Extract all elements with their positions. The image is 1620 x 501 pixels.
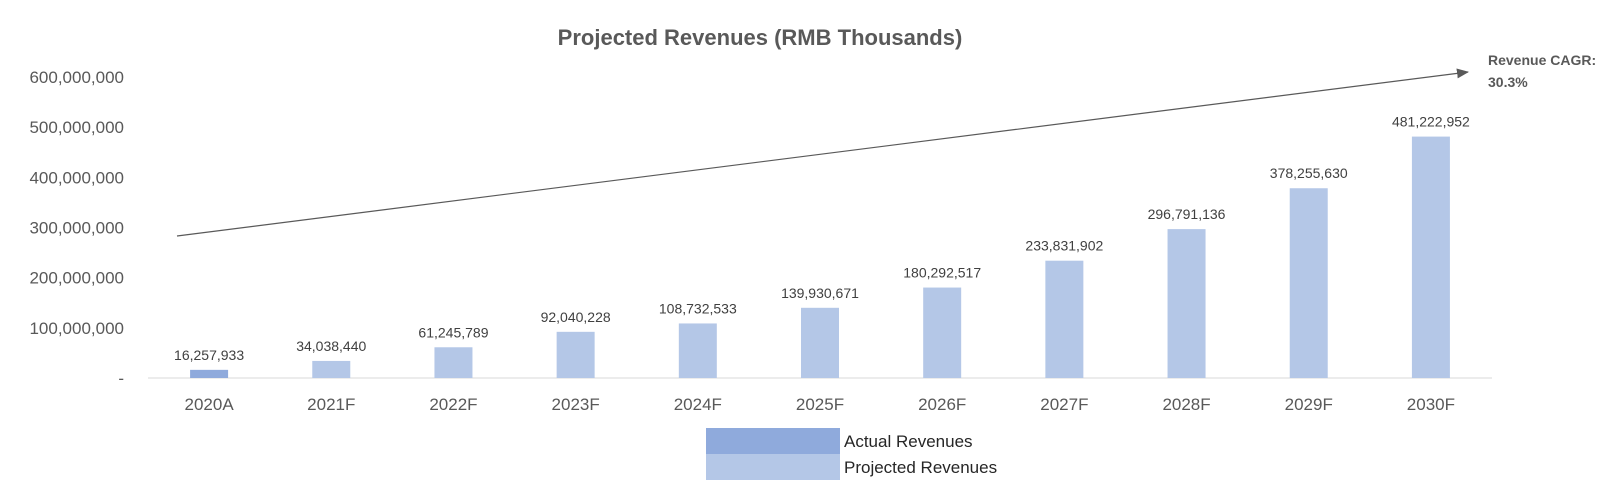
legend-label-actual: Actual Revenues: [844, 432, 973, 451]
y-tick-label: 500,000,000: [29, 118, 124, 137]
cagr-arrow: [176, 68, 1469, 237]
bar-2027F: [1045, 260, 1084, 378]
bar-2022F: [434, 347, 473, 378]
data-label: 481,222,952: [1392, 114, 1470, 130]
data-label: 92,040,228: [541, 309, 611, 325]
legend-swatch-projected: [706, 454, 840, 480]
bar-2020A: [190, 369, 229, 378]
data-label: 108,732,533: [659, 300, 737, 316]
x-tick-label: 2027F: [1040, 395, 1088, 414]
data-label: 16,257,933: [174, 347, 244, 363]
bar-2025F: [801, 307, 839, 378]
legend-swatch-actual: [706, 428, 840, 454]
chart-title: Projected Revenues (RMB Thousands): [558, 25, 963, 50]
y-tick-label: 400,000,000: [29, 168, 124, 187]
x-tick-label: 2023F: [552, 395, 600, 414]
y-tick-label: 600,000,000: [29, 68, 124, 87]
bar-2029F: [1289, 188, 1328, 378]
x-tick-label: 2026F: [918, 395, 966, 414]
y-tick-label: -: [118, 369, 124, 388]
bar-2021F: [312, 360, 351, 378]
y-tick-label: 300,000,000: [29, 219, 124, 238]
legend-label-projected: Projected Revenues: [844, 458, 997, 477]
x-tick-label: 2030F: [1407, 395, 1455, 414]
cagr-label-line1: Revenue CAGR:: [1488, 52, 1596, 68]
bar-2028F: [1167, 229, 1206, 378]
x-tick-label: 2025F: [796, 395, 844, 414]
x-axis: 2020A 2021F 2022F 2023F 2024F 2025F 2026F 2027F…: [185, 395, 1456, 414]
bars: [190, 136, 1450, 378]
x-tick-label: 2021F: [307, 395, 355, 414]
legend: Actual Revenues Projected Revenues: [706, 428, 997, 480]
bar-2030F: [1411, 136, 1450, 378]
x-tick-label: 2028F: [1162, 395, 1210, 414]
cagr-value: 30.3%: [1488, 74, 1528, 90]
x-tick-label: 2020A: [185, 395, 235, 414]
x-tick-label: 2022F: [429, 395, 477, 414]
data-label: 296,791,136: [1148, 206, 1226, 222]
bar-2023F: [556, 331, 595, 378]
y-axis: - 100,000,000 200,000,000 300,000,000 400,00…: [29, 68, 124, 388]
data-label: 378,255,630: [1270, 165, 1348, 181]
bar-2024F: [678, 323, 717, 378]
data-label: 139,930,671: [781, 285, 859, 301]
x-tick-label: 2024F: [674, 395, 722, 414]
data-label: 180,292,517: [903, 265, 981, 281]
data-labels: 16,257,933 34,038,440 61,245,789 92,040,228…: [174, 114, 1470, 363]
y-tick-label: 200,000,000: [29, 269, 124, 288]
data-label: 61,245,789: [418, 324, 488, 340]
x-tick-label: 2029F: [1285, 395, 1333, 414]
bar-2026F: [923, 287, 962, 378]
data-label: 34,038,440: [296, 338, 366, 354]
data-label: 233,831,902: [1025, 238, 1103, 254]
y-tick-label: 100,000,000: [29, 319, 124, 338]
